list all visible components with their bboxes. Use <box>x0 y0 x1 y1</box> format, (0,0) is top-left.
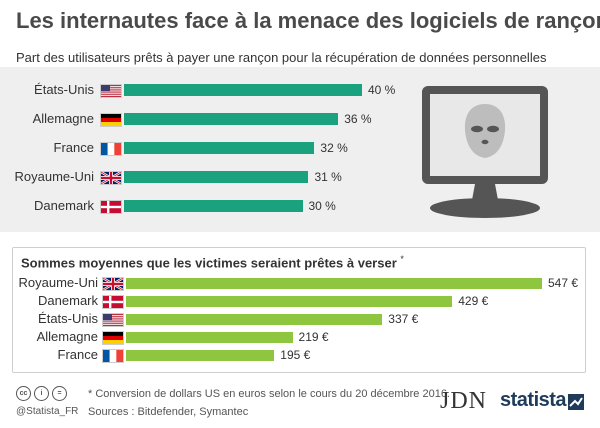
license-badge: i <box>34 386 49 401</box>
bar <box>126 349 275 361</box>
creative-commons-badges: cc i = <box>16 386 67 401</box>
category-label: Allemagne <box>36 329 98 344</box>
jdn-logo: JDN <box>440 388 488 414</box>
value-label: 30 % <box>308 199 336 213</box>
denmark-flag <box>102 295 124 309</box>
chart2-footnote-mark: * <box>400 254 404 264</box>
category-label: Royaume-Uni <box>14 169 94 184</box>
uk-flag <box>102 277 124 291</box>
bar <box>124 84 362 96</box>
value-label: 337 € <box>388 312 419 326</box>
value-label: 219 € <box>298 330 329 344</box>
license-badge: = <box>52 386 67 401</box>
france-flag <box>100 142 122 156</box>
bar <box>124 200 303 212</box>
bar <box>124 113 339 125</box>
statista-logo-icon <box>568 394 584 410</box>
license-badge: cc <box>16 386 31 401</box>
statista-logo: statista <box>500 389 567 411</box>
category-label: France <box>57 347 98 362</box>
germany-flag <box>102 331 124 345</box>
value-label: 195 € <box>280 348 311 362</box>
value-label: 31 % <box>314 170 342 184</box>
denmark-flag <box>100 200 122 214</box>
value-label: 40 % <box>368 83 396 97</box>
us-flag <box>102 313 124 327</box>
germany-flag <box>100 113 122 127</box>
chart-title: Les internautes face à la menace des log… <box>16 8 600 33</box>
bar <box>126 313 383 325</box>
france-flag <box>102 349 124 363</box>
category-label: Danemark <box>38 293 98 308</box>
value-label: 32 % <box>320 141 348 155</box>
bar <box>126 295 453 307</box>
bar <box>126 277 542 289</box>
category-label: États-Unis <box>34 82 94 97</box>
category-label: États-Unis <box>38 311 98 326</box>
bar <box>124 171 309 183</box>
footer: cc i = @Statista_FR * Conversion de dollar… <box>0 378 600 428</box>
value-label: 429 € <box>458 294 489 308</box>
value-label: 547 € <box>548 276 579 290</box>
statista-handle: @Statista_FR <box>16 406 79 417</box>
monitor-hacker-balaclava-icon <box>422 86 548 218</box>
bar <box>124 142 315 154</box>
chart1-subtitle: Part des utilisateurs prêts à payer une … <box>16 50 547 65</box>
value-label: 36 % <box>344 112 372 126</box>
source-line: Sources : Bitdefender, Symantec <box>88 406 249 418</box>
category-label: France <box>53 140 94 155</box>
footnote: * Conversion de dollars US en euros selo… <box>88 388 450 400</box>
uk-flag <box>100 171 122 185</box>
category-label: Royaume-Uni <box>18 275 98 290</box>
category-label: Danemark <box>34 198 94 213</box>
bar <box>126 331 293 343</box>
category-label: Allemagne <box>32 111 94 126</box>
us-flag <box>100 84 122 98</box>
chart2-title: Sommes moyennes que les victimes seraien… <box>21 254 404 271</box>
